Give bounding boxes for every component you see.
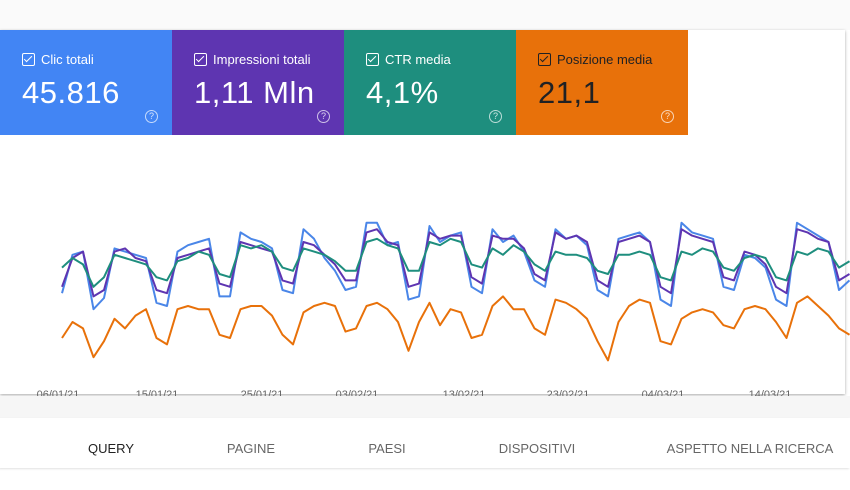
metric-label: CTR media xyxy=(385,52,451,67)
x-tick-label: 23/02/21 xyxy=(547,389,590,400)
help-icon[interactable]: ? xyxy=(145,110,158,123)
metric-tile-clicks[interactable]: Clic totali 45.816 ? xyxy=(0,30,172,135)
tab-paesi[interactable]: PAESI xyxy=(368,441,406,456)
checkbox-icon[interactable] xyxy=(366,53,379,66)
metric-value: 45.816 xyxy=(22,75,120,110)
x-tick-label: 06/01/21 xyxy=(37,389,80,400)
checkbox-icon[interactable] xyxy=(22,53,35,66)
tab-aspetto-nella-ricerca[interactable]: ASPETTO NELLA RICERCA xyxy=(666,441,834,456)
checkbox-icon[interactable] xyxy=(194,53,207,66)
tab-query[interactable]: QUERY xyxy=(88,441,134,456)
x-tick-label: 13/02/21 xyxy=(443,389,486,400)
metric-tile-impressions[interactable]: Impressioni totali 1,11 Mln ? xyxy=(172,30,344,135)
help-icon[interactable]: ? xyxy=(661,110,674,123)
metric-tile-ctr[interactable]: CTR media 4,1% ? xyxy=(344,30,516,135)
x-tick-label: 25/01/21 xyxy=(241,389,284,400)
metric-label: Clic totali xyxy=(41,52,94,67)
series-line-2 xyxy=(61,237,850,288)
help-icon[interactable]: ? xyxy=(489,110,502,123)
metric-tile-position[interactable]: Posizione media 21,1 ? xyxy=(516,30,688,135)
metric-value: 4,1% xyxy=(366,75,439,110)
tab-pagine[interactable]: PAGINE xyxy=(226,441,276,456)
page-header-strip xyxy=(0,0,850,30)
help-icon[interactable]: ? xyxy=(317,110,330,123)
section-gap xyxy=(0,396,850,418)
metric-value: 1,11 Mln xyxy=(194,75,315,110)
tab-dispositivi[interactable]: DISPOSITIVI xyxy=(498,441,576,456)
metric-value: 21,1 xyxy=(538,75,601,110)
x-tick-label: 04/03/21 xyxy=(642,389,685,400)
checkbox-icon[interactable] xyxy=(538,53,551,66)
performance-line-chart[interactable]: 06/01/21 15/01/21 25/01/21 03/02/21 13/02/21… xyxy=(0,160,850,400)
metric-label: Posizione media xyxy=(557,52,653,67)
performance-card: Clic totali 45.816 ? Impressioni totali … xyxy=(0,30,850,400)
series-line-1 xyxy=(61,228,850,298)
metric-label: Impressioni totali xyxy=(213,52,311,67)
x-tick-label: 14/03/21 xyxy=(749,389,792,400)
x-tick-label: 15/01/21 xyxy=(136,389,179,400)
x-tick-label: 03/02/21 xyxy=(336,389,379,400)
series-line-3 xyxy=(61,295,850,362)
dimension-tabs: QUERY PAGINE PAESI DISPOSITIVI ASPETTO N… xyxy=(0,418,850,468)
